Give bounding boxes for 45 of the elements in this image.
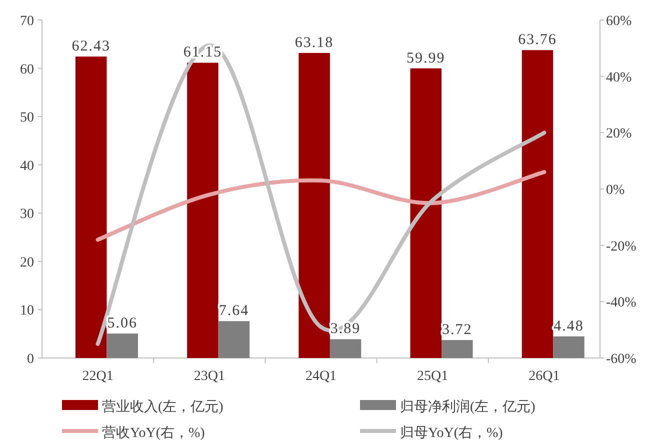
y2-tick-label: 20%: [606, 126, 632, 142]
legend-label: 归母净利润(左，亿元): [400, 399, 536, 415]
data-label: 61.15: [183, 44, 222, 61]
x-tick-label: 25Q1: [417, 369, 448, 384]
y-tick-label: 40: [20, 158, 34, 174]
data-label: 3.89: [330, 321, 361, 338]
data-label: 5.06: [107, 316, 138, 332]
y-tick-label: 10: [20, 304, 34, 319]
y-tick-label: 60: [20, 62, 34, 78]
legend-label: 营收YoY(右，%): [102, 425, 206, 441]
y2-tick-label: -20%: [606, 239, 637, 254]
legend-label: 归母YoY(右，%): [400, 425, 504, 441]
legend-label: 营业收入(左，亿元): [102, 399, 224, 415]
x-tick-label: 22Q1: [82, 369, 114, 384]
bar: [75, 56, 107, 358]
y-tick-label: 50: [20, 110, 34, 126]
data-label: 62.43: [72, 38, 110, 55]
line-series: [96, 170, 546, 242]
bar: [106, 334, 138, 358]
bar: [522, 50, 554, 358]
y-tick-label: 20: [20, 255, 34, 270]
y2-tick-label: 60%: [606, 14, 632, 29]
data-label: 63.76: [518, 32, 557, 48]
y2-tick-label: 40%: [606, 70, 632, 86]
bar: [442, 340, 473, 358]
x-tick-label: 24Q1: [305, 369, 337, 384]
y-tick-label: 70: [20, 14, 34, 29]
bar: [410, 68, 442, 358]
y2-tick-label: -40%: [606, 296, 637, 311]
data-label: 63.18: [294, 34, 334, 51]
bar: [553, 336, 584, 358]
data-label: 4.48: [554, 318, 584, 334]
y2-tick-label: -60%: [606, 352, 637, 367]
bar: [330, 339, 362, 358]
data-label: 3.72: [442, 322, 472, 338]
y-tick-label: 0: [27, 352, 34, 367]
bar: [218, 321, 250, 358]
data-label: 59.99: [406, 50, 446, 66]
bar: [187, 62, 218, 358]
y-tick-label: 30: [20, 207, 34, 222]
x-tick-label: 23Q1: [194, 369, 225, 384]
bar: [298, 52, 330, 358]
x-tick-label: 26Q1: [528, 369, 560, 384]
y2-tick-label: 0%: [606, 183, 625, 198]
data-label: 7.64: [218, 303, 250, 320]
